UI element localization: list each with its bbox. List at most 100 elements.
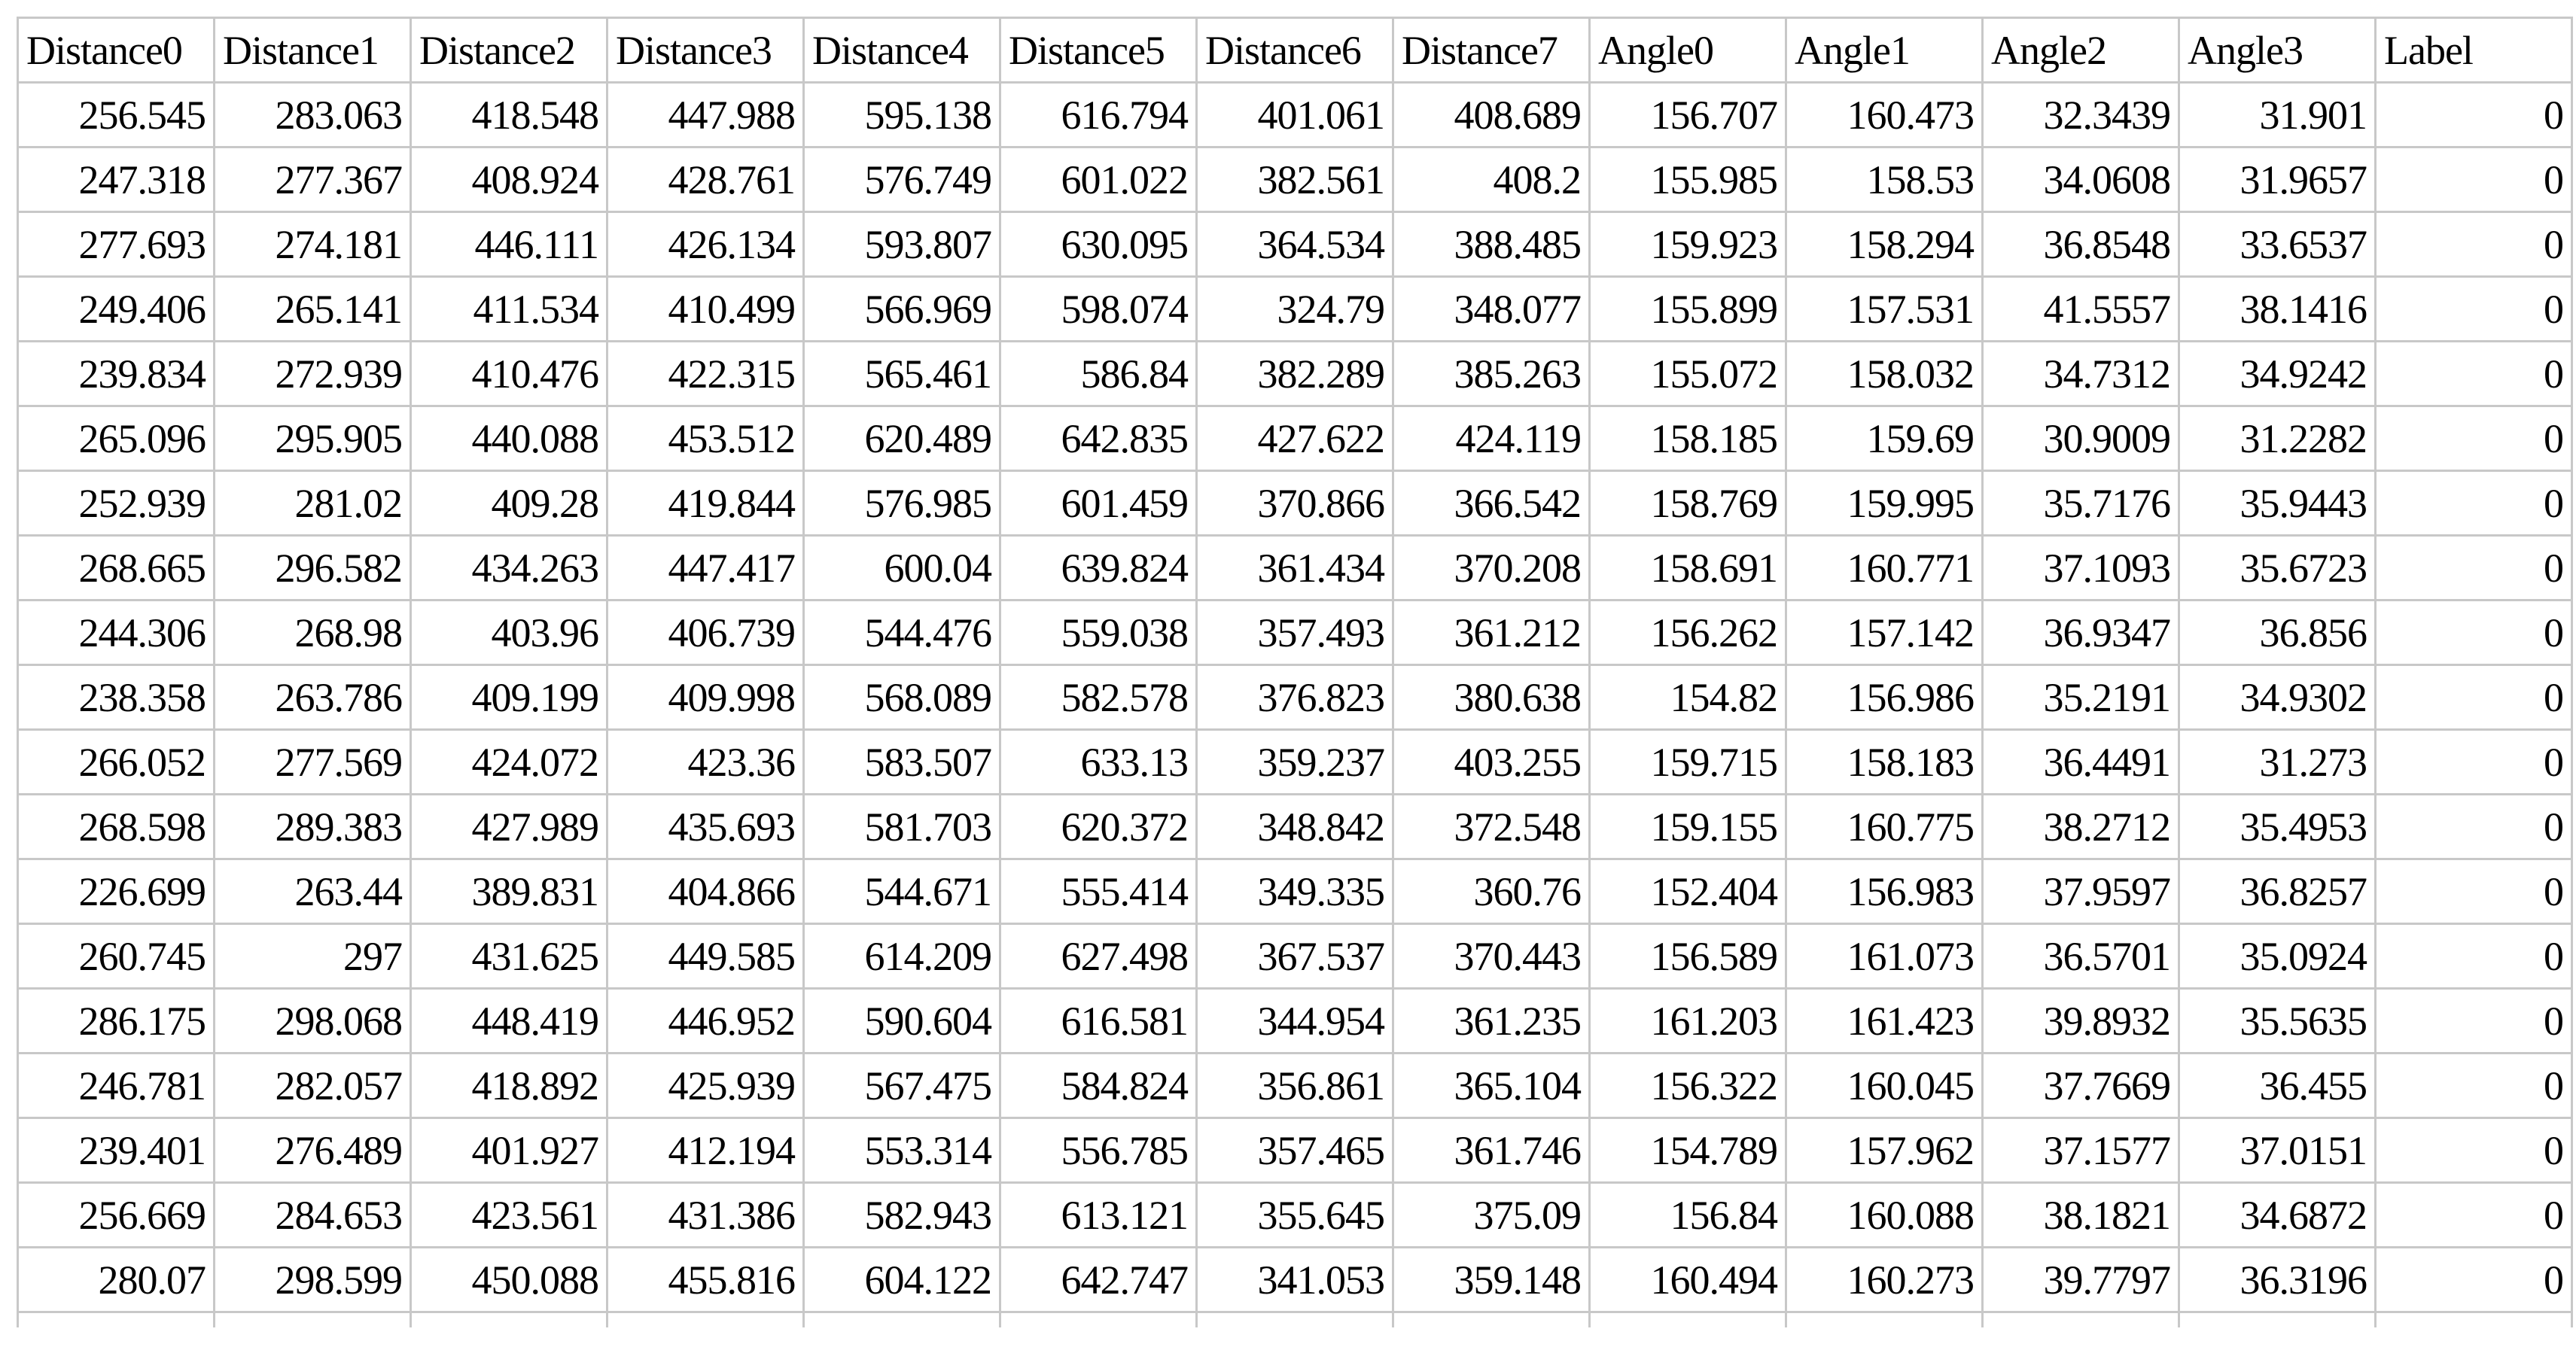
cell[interactable]: 158.032 (1785, 340, 1984, 407)
cell[interactable]: 156.589 (1588, 923, 1787, 990)
cell[interactable]: 422.315 (606, 340, 805, 407)
cell[interactable]: 604.122 (802, 1246, 1001, 1313)
cell[interactable]: 154.789 (1588, 1117, 1787, 1184)
cell[interactable]: 409.998 (606, 664, 805, 731)
cell[interactable]: 360.76 (1392, 858, 1591, 925)
cell[interactable]: 36.3196 (2178, 1246, 2377, 1313)
cell[interactable]: 427.989 (410, 793, 608, 860)
cell[interactable]: 440.088 (410, 405, 608, 472)
cell[interactable]: 616.581 (999, 987, 1198, 1054)
cell[interactable]: 289.383 (213, 793, 412, 860)
cell[interactable]: 367.537 (1195, 923, 1394, 990)
cell[interactable]: 35.5635 (2178, 987, 2377, 1054)
cell[interactable]: 156.986 (1785, 664, 1984, 731)
cell[interactable]: 158.294 (1785, 211, 1984, 278)
cell[interactable]: 613.121 (999, 1181, 1198, 1248)
cell[interactable]: 0 (2374, 664, 2573, 731)
cell[interactable]: 370.866 (1195, 470, 1394, 537)
cell[interactable]: 156.262 (1588, 599, 1787, 666)
cell[interactable]: 428.761 (606, 146, 805, 213)
cell[interactable]: 555.414 (999, 858, 1198, 925)
cell[interactable]: 156.983 (1785, 858, 1984, 925)
cell[interactable]: 401.061 (1195, 81, 1394, 148)
cell[interactable]: 155.985 (1588, 146, 1787, 213)
column-header[interactable]: Distance6 (1195, 17, 1394, 84)
cell[interactable]: 408.689 (1392, 81, 1591, 148)
cell[interactable]: 0 (2374, 1181, 2573, 1248)
cell[interactable]: 372.548 (1392, 793, 1591, 860)
column-header[interactable]: Angle3 (2178, 17, 2377, 84)
cell[interactable]: 37.0151 (2178, 1117, 2377, 1184)
cell[interactable]: 31.2282 (2178, 405, 2377, 472)
cell[interactable]: 446.952 (606, 987, 805, 1054)
cell[interactable]: 370.208 (1392, 534, 1591, 601)
cell[interactable]: 35.4953 (2178, 793, 2377, 860)
cell[interactable]: 576.749 (802, 146, 1001, 213)
cell[interactable]: 276.489 (213, 1117, 412, 1184)
cell[interactable]: 582.578 (999, 664, 1198, 731)
cell[interactable]: 157.531 (1785, 275, 1984, 342)
cell[interactable]: 412.194 (606, 1117, 805, 1184)
cell[interactable]: 355.645 (1195, 1181, 1394, 1248)
cell[interactable]: 160.473 (1785, 81, 1984, 148)
cell[interactable]: 297 (213, 923, 412, 990)
cell[interactable]: 382.561 (1195, 146, 1394, 213)
cell[interactable]: 268.665 (17, 534, 215, 601)
cell[interactable]: 256.669 (17, 1181, 215, 1248)
cell[interactable]: 446.111 (410, 211, 608, 278)
cell[interactable]: 388.485 (1392, 211, 1591, 278)
cell[interactable]: 359.237 (1195, 728, 1394, 795)
cell[interactable]: 601.022 (999, 146, 1198, 213)
cell[interactable]: 406.739 (606, 599, 805, 666)
cell[interactable]: 160.775 (1785, 793, 1984, 860)
cell[interactable]: 0 (2374, 211, 2573, 278)
cell[interactable]: 431.625 (410, 923, 608, 990)
column-header[interactable]: Distance3 (606, 17, 805, 84)
cell[interactable]: 348.842 (1195, 793, 1394, 860)
cell[interactable]: 35.9443 (2178, 470, 2377, 537)
cell[interactable]: 600.04 (802, 534, 1001, 601)
cell[interactable]: 423.36 (606, 728, 805, 795)
cell[interactable]: 277.569 (213, 728, 412, 795)
cell[interactable]: 419.844 (606, 470, 805, 537)
cell[interactable]: 642.747 (999, 1246, 1198, 1313)
cell[interactable]: 160.088 (1785, 1181, 1984, 1248)
cell[interactable]: 0 (2374, 405, 2573, 472)
cell[interactable]: 36.856 (2178, 599, 2377, 666)
cell[interactable]: 380.638 (1392, 664, 1591, 731)
cell[interactable]: 431.386 (606, 1181, 805, 1248)
cell[interactable]: 280.07 (17, 1246, 215, 1313)
cell[interactable]: 249.406 (17, 275, 215, 342)
cell[interactable]: 385.263 (1392, 340, 1591, 407)
cell[interactable]: 268.98 (213, 599, 412, 666)
cell[interactable]: 252.939 (17, 470, 215, 537)
column-header[interactable]: Distance0 (17, 17, 215, 84)
cell[interactable]: 161.203 (1588, 987, 1787, 1054)
cell[interactable]: 34.0608 (1981, 146, 2180, 213)
cell[interactable]: 38.1416 (2178, 275, 2377, 342)
cell[interactable]: 0 (2374, 728, 2573, 795)
cell[interactable]: 159.715 (1588, 728, 1787, 795)
cell[interactable]: 361.746 (1392, 1117, 1591, 1184)
cell[interactable]: 633.13 (999, 728, 1198, 795)
cell[interactable]: 39.8932 (1981, 987, 2180, 1054)
cell[interactable]: 37.9597 (1981, 858, 2180, 925)
cell[interactable]: 357.465 (1195, 1117, 1394, 1184)
cell[interactable]: 41.5557 (1981, 275, 2180, 342)
cell[interactable]: 265.141 (213, 275, 412, 342)
cell[interactable]: 544.671 (802, 858, 1001, 925)
cell[interactable]: 576.985 (802, 470, 1001, 537)
cell[interactable]: 434.263 (410, 534, 608, 601)
cell[interactable]: 158.185 (1588, 405, 1787, 472)
cell[interactable]: 361.212 (1392, 599, 1591, 666)
cell[interactable]: 361.434 (1195, 534, 1394, 601)
cell[interactable]: 364.534 (1195, 211, 1394, 278)
cell[interactable]: 283.063 (213, 81, 412, 148)
cell[interactable]: 35.2191 (1981, 664, 2180, 731)
cell[interactable]: 365.104 (1392, 1052, 1591, 1119)
cell[interactable]: 239.834 (17, 340, 215, 407)
cell[interactable]: 36.8257 (2178, 858, 2377, 925)
cell[interactable]: 298.068 (213, 987, 412, 1054)
cell[interactable]: 281.02 (213, 470, 412, 537)
column-header[interactable]: Distance2 (410, 17, 608, 84)
